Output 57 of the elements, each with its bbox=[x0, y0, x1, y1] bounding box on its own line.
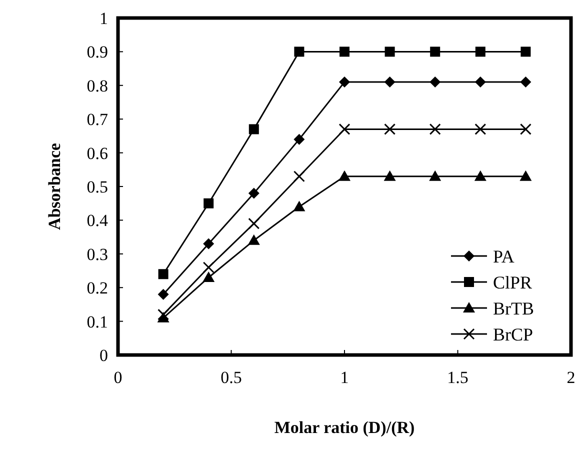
legend-label: PA bbox=[493, 246, 514, 266]
point bbox=[520, 76, 532, 88]
x-tick-label: 1.5 bbox=[447, 368, 468, 387]
point bbox=[338, 123, 350, 135]
x-axis-title: Molar ratio (D)/(R) bbox=[274, 418, 415, 437]
point bbox=[293, 200, 306, 212]
legend-label: BrCP bbox=[493, 324, 534, 344]
point bbox=[474, 76, 486, 88]
legend-label: BrTB bbox=[493, 298, 534, 318]
point bbox=[202, 271, 215, 282]
x-tick-label: 0.5 bbox=[220, 368, 242, 387]
point bbox=[204, 198, 214, 208]
point bbox=[158, 288, 169, 300]
point bbox=[203, 238, 214, 250]
point bbox=[520, 170, 532, 181]
point bbox=[474, 170, 486, 181]
point bbox=[248, 218, 260, 230]
y-tick-label: 0.2 bbox=[86, 278, 108, 298]
point bbox=[248, 188, 260, 199]
y-tick-label: 0.3 bbox=[86, 244, 108, 264]
point bbox=[340, 46, 350, 57]
point bbox=[430, 76, 441, 88]
y-axis-title: Absorbance bbox=[45, 142, 64, 230]
point bbox=[430, 46, 440, 57]
y-tick-label: 0 bbox=[100, 346, 108, 365]
y-tick-label: 0.8 bbox=[86, 76, 108, 96]
point bbox=[338, 170, 350, 181]
point bbox=[429, 170, 442, 181]
point bbox=[384, 170, 396, 181]
point bbox=[339, 76, 350, 88]
x-tick-label: 1 bbox=[340, 368, 349, 387]
point bbox=[384, 123, 396, 135]
y-tick-label: 0.7 bbox=[86, 110, 108, 130]
point bbox=[429, 123, 441, 135]
x-tick-label: 2 bbox=[566, 368, 576, 387]
y-tick-label: 0.6 bbox=[86, 144, 108, 163]
legend-label: ClPR bbox=[493, 272, 532, 292]
point bbox=[158, 269, 168, 280]
point bbox=[475, 46, 486, 57]
y-tick-label: 0.1 bbox=[86, 312, 108, 332]
y-tick-label: 0.5 bbox=[86, 177, 108, 196]
point bbox=[384, 46, 395, 57]
y-tick-label: 0.4 bbox=[86, 211, 108, 230]
point bbox=[520, 123, 532, 135]
point bbox=[293, 170, 305, 182]
point bbox=[520, 46, 531, 57]
x-tick-label: 0 bbox=[114, 368, 122, 387]
y-tick-label: 0.9 bbox=[86, 42, 108, 62]
point bbox=[202, 262, 214, 274]
point bbox=[294, 46, 304, 57]
y-tick-label: 1 bbox=[100, 8, 108, 28]
point bbox=[248, 234, 260, 245]
point bbox=[248, 124, 259, 134]
point bbox=[474, 123, 486, 135]
point bbox=[384, 76, 396, 88]
point bbox=[158, 308, 170, 320]
point bbox=[294, 134, 305, 145]
